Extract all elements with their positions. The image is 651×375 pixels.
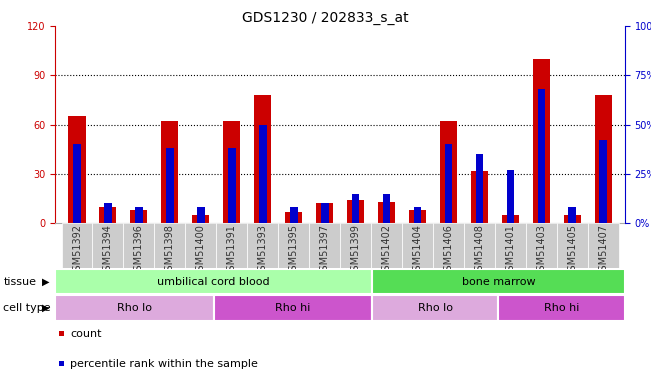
Bar: [402, 223, 433, 268]
Bar: [471, 171, 488, 223]
Bar: [352, 194, 359, 223]
Bar: [135, 207, 143, 223]
Bar: [372, 295, 499, 321]
Bar: [409, 210, 426, 223]
Text: ▶: ▶: [42, 277, 50, 286]
Bar: [588, 223, 618, 268]
Bar: [154, 223, 186, 268]
Bar: [533, 59, 550, 223]
Bar: [316, 203, 333, 223]
Bar: [564, 215, 581, 223]
Text: percentile rank within the sample: percentile rank within the sample: [70, 359, 258, 369]
Text: GSM51394: GSM51394: [103, 225, 113, 278]
Bar: [130, 210, 147, 223]
Text: GSM51392: GSM51392: [72, 225, 82, 278]
Bar: [55, 295, 214, 321]
Bar: [440, 122, 457, 223]
Bar: [259, 124, 267, 223]
Text: Rho hi: Rho hi: [544, 303, 579, 313]
Text: Rho lo: Rho lo: [417, 303, 452, 313]
Bar: [223, 122, 240, 223]
Text: GSM51399: GSM51399: [351, 225, 361, 278]
Text: bone marrow: bone marrow: [462, 277, 535, 286]
Text: GSM51396: GSM51396: [134, 225, 144, 278]
Text: count: count: [70, 329, 102, 339]
Bar: [55, 269, 372, 294]
Text: GSM51391: GSM51391: [227, 225, 237, 278]
Text: ▶: ▶: [42, 303, 50, 313]
Bar: [506, 170, 514, 223]
Text: Rho lo: Rho lo: [117, 303, 152, 313]
Bar: [104, 203, 112, 223]
Bar: [347, 200, 364, 223]
Bar: [100, 207, 117, 223]
Text: umbilical cord blood: umbilical cord blood: [158, 277, 270, 286]
Bar: [73, 144, 81, 223]
Bar: [378, 202, 395, 223]
Bar: [216, 223, 247, 268]
Text: GSM51404: GSM51404: [413, 225, 422, 278]
Text: GSM51401: GSM51401: [505, 225, 516, 278]
Bar: [538, 89, 546, 223]
Bar: [290, 207, 298, 223]
Bar: [255, 95, 271, 223]
Bar: [161, 122, 178, 223]
Bar: [68, 117, 85, 223]
Bar: [383, 194, 391, 223]
Bar: [445, 144, 452, 223]
Text: GSM51400: GSM51400: [196, 225, 206, 278]
Bar: [557, 223, 588, 268]
Bar: [278, 223, 309, 268]
Bar: [92, 223, 124, 268]
Bar: [309, 223, 340, 268]
Text: GSM51397: GSM51397: [320, 225, 329, 278]
Bar: [340, 223, 371, 268]
Bar: [321, 203, 329, 223]
Bar: [413, 207, 421, 223]
Text: Rho hi: Rho hi: [275, 303, 311, 313]
Bar: [476, 154, 483, 223]
Bar: [568, 207, 576, 223]
Text: GSM51406: GSM51406: [443, 225, 454, 278]
Text: GSM51393: GSM51393: [258, 225, 268, 278]
Bar: [247, 223, 278, 268]
Text: GSM51407: GSM51407: [598, 225, 608, 278]
Text: GSM51403: GSM51403: [536, 225, 546, 278]
Bar: [192, 215, 210, 223]
Bar: [124, 223, 154, 268]
Bar: [433, 223, 464, 268]
Text: tissue: tissue: [3, 277, 36, 286]
Bar: [595, 95, 612, 223]
Bar: [600, 141, 607, 223]
Bar: [214, 295, 372, 321]
Text: GSM51395: GSM51395: [288, 225, 299, 278]
Text: cell type: cell type: [3, 303, 51, 313]
Bar: [228, 148, 236, 223]
Bar: [526, 223, 557, 268]
Text: GSM51405: GSM51405: [567, 225, 577, 278]
Bar: [372, 269, 625, 294]
Bar: [495, 223, 526, 268]
Bar: [285, 211, 302, 223]
Bar: [166, 148, 174, 223]
Text: GDS1230 / 202833_s_at: GDS1230 / 202833_s_at: [242, 11, 409, 25]
Bar: [186, 223, 216, 268]
Bar: [62, 223, 92, 268]
Text: GSM51408: GSM51408: [475, 225, 484, 278]
Text: GSM51402: GSM51402: [381, 225, 392, 278]
Bar: [371, 223, 402, 268]
Bar: [499, 295, 625, 321]
Bar: [197, 207, 204, 223]
Text: GSM51398: GSM51398: [165, 225, 175, 278]
Bar: [502, 215, 519, 223]
Bar: [464, 223, 495, 268]
